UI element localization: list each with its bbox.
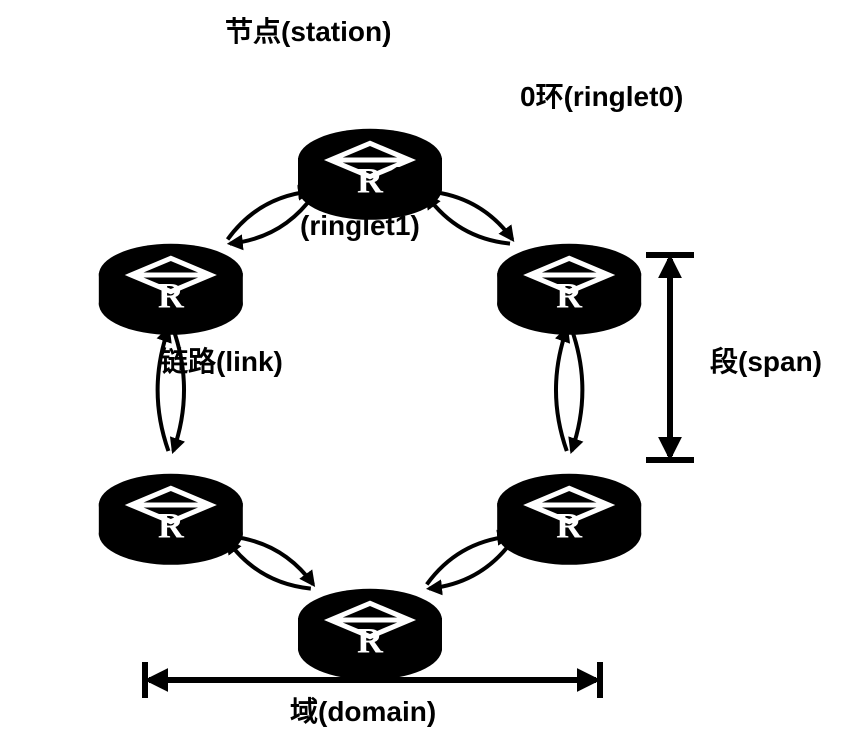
ring-link (572, 329, 583, 451)
label-station: 节点(station) (225, 10, 391, 50)
router-node: R (497, 244, 641, 335)
label-ringlet1-b: (ringlet1) (300, 210, 420, 242)
svg-text:R: R (556, 276, 583, 316)
svg-text:R: R (556, 506, 583, 546)
ring-link (556, 329, 567, 451)
router-node: R (298, 589, 442, 680)
svg-text:R: R (158, 276, 185, 316)
svg-text:R: R (357, 621, 384, 661)
label-span: 段(span) (710, 340, 822, 380)
router-node: R (99, 244, 243, 335)
diagram-canvas: R R R R R R 节点(station) 0环(ringlet0) 1环 (ring… (0, 0, 866, 742)
span-bracket (646, 255, 694, 460)
svg-text:R: R (158, 506, 185, 546)
router-node: R (99, 474, 243, 565)
label-link: 链路(link) (160, 340, 283, 380)
label-ringlet1-a: 1环 (390, 155, 434, 195)
svg-text:R: R (357, 161, 384, 201)
label-ringlet0: 0环(ringlet0) (520, 75, 683, 115)
router-node: R (497, 474, 641, 565)
label-domain: 域(domain) (290, 690, 436, 730)
